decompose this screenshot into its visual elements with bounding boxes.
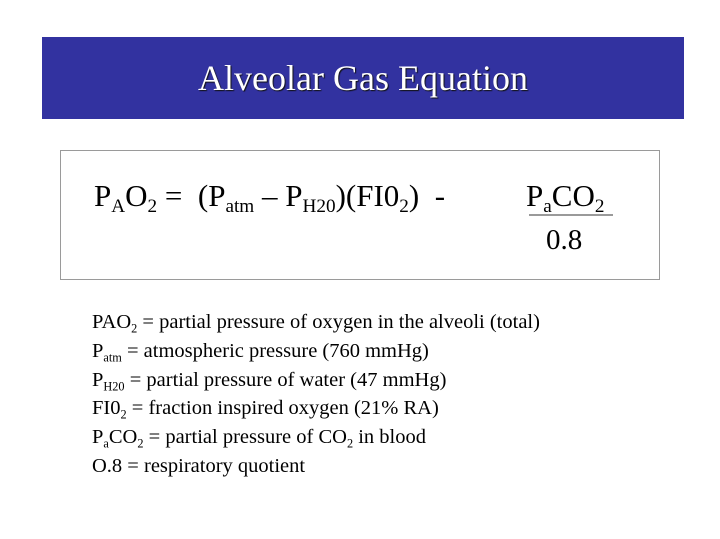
- eq-lhs-sub-a: A: [111, 196, 126, 218]
- eq-ph2o-p: P: [285, 178, 303, 213]
- num-sub-a: a: [543, 196, 552, 218]
- slide-title: Alveolar Gas Equation: [198, 58, 528, 98]
- definition-patm: Patm = atmospheric pressure (760 mmHg): [92, 337, 540, 366]
- def-text: = partial pressure of water (47 mmHg): [124, 368, 447, 391]
- definition-fio2: FI02 = fraction inspired oxygen (21% RA): [92, 394, 540, 423]
- eq-equals: = (: [157, 178, 209, 213]
- def-text-2: in blood: [353, 426, 426, 449]
- eq-lhs-o: O: [125, 178, 148, 213]
- def-text: O.8 = respiratory quotient: [92, 454, 306, 477]
- num-sub-2: 2: [594, 196, 605, 218]
- eq-patm-sub: atm: [225, 196, 255, 218]
- def-symbol: P: [92, 368, 104, 391]
- def-subscript-2: 2: [137, 436, 144, 451]
- def-text: = partial pressure of CO: [143, 426, 347, 449]
- definition-paco2: PaCO2 = partial pressure of CO2 in blood: [92, 423, 540, 452]
- eq-lhs-p: P: [94, 178, 112, 213]
- eq-minus: –: [254, 178, 286, 213]
- def-subscript: 2: [131, 321, 138, 336]
- fraction-numerator: PaCO2: [526, 178, 604, 216]
- def-text: = atmospheric pressure (760 mmHg): [121, 339, 429, 362]
- eq-fio2: )(FI0: [335, 178, 400, 213]
- definitions-list: PAO2 = partial pressure of oxygen in the…: [92, 308, 540, 481]
- def-subscript: atm: [103, 350, 122, 365]
- title-banner: Alveolar Gas Equation: [42, 37, 684, 119]
- eq-lhs-sub-2: 2: [147, 196, 158, 218]
- equation-box: [60, 150, 660, 280]
- def-subscript-3: 2: [346, 436, 354, 451]
- def-symbol-2: CO: [108, 426, 138, 449]
- eq-patm-p: P: [208, 178, 226, 213]
- def-subscript: a: [103, 436, 109, 451]
- eq-dash: -: [419, 178, 453, 213]
- definition-rq: O.8 = respiratory quotient: [92, 452, 540, 481]
- def-subscript: 2: [120, 407, 127, 422]
- fraction-bar: [529, 214, 613, 216]
- def-symbol: FI0: [92, 397, 121, 420]
- eq-fio2-close: ): [408, 178, 420, 213]
- definition-pao2: PAO2 = partial pressure of oxygen in the…: [92, 308, 540, 337]
- eq-ph2o-sub: H20: [302, 196, 336, 218]
- def-text: = partial pressure of oxygen in the alve…: [137, 311, 540, 333]
- def-symbol: P: [92, 339, 104, 362]
- def-subscript: H20: [103, 378, 125, 393]
- def-text: = fraction inspired oxygen (21% RA): [126, 397, 439, 420]
- eq-fio2-sub: 2: [399, 196, 409, 218]
- fraction-denominator: 0.8: [546, 224, 583, 256]
- definition-ph2o: PH20 = partial pressure of water (47 mmH…: [92, 366, 540, 395]
- def-symbol: PAO: [92, 311, 132, 333]
- equation: PAO2 = (Patm – PH20)(FI02) -: [94, 178, 453, 216]
- num-p: P: [526, 178, 544, 213]
- def-symbol: P: [92, 426, 104, 449]
- num-co: CO: [551, 178, 595, 213]
